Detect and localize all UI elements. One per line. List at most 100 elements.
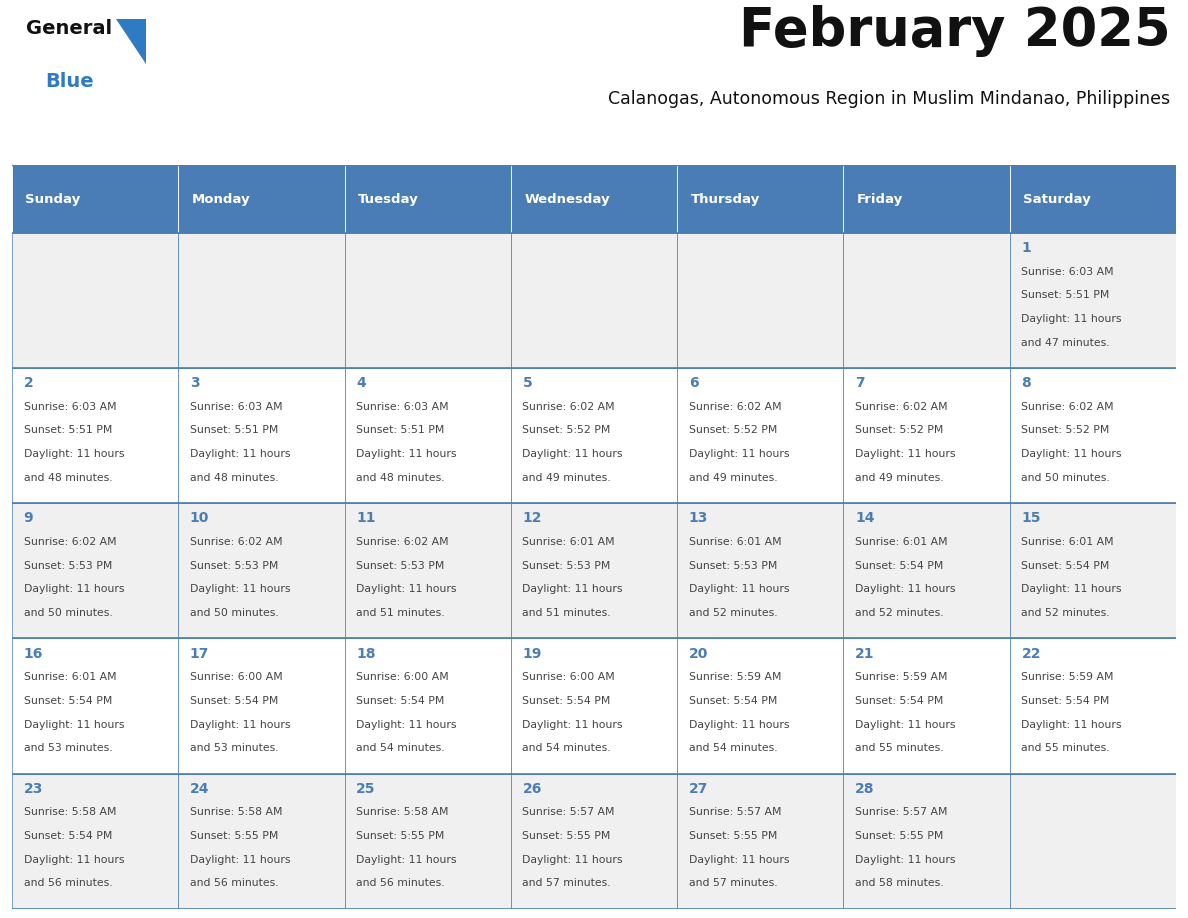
Text: Sunset: 5:54 PM: Sunset: 5:54 PM: [24, 831, 112, 841]
Text: 8: 8: [1022, 376, 1031, 390]
Bar: [345, 368, 511, 503]
Bar: [843, 165, 1010, 233]
Text: 12: 12: [523, 511, 542, 525]
Text: Sunset: 5:51 PM: Sunset: 5:51 PM: [356, 425, 444, 435]
Bar: [677, 368, 843, 503]
Text: 13: 13: [689, 511, 708, 525]
Text: Sunset: 5:55 PM: Sunset: 5:55 PM: [689, 831, 777, 841]
Text: 17: 17: [190, 646, 209, 661]
Text: and 55 minutes.: and 55 minutes.: [855, 744, 943, 753]
Text: and 48 minutes.: and 48 minutes.: [24, 473, 112, 483]
Bar: [1010, 638, 1176, 774]
Text: Sunrise: 5:58 AM: Sunrise: 5:58 AM: [356, 808, 449, 817]
Text: Sunset: 5:55 PM: Sunset: 5:55 PM: [855, 831, 943, 841]
Text: and 56 minutes.: and 56 minutes.: [190, 879, 278, 889]
Bar: [511, 165, 677, 233]
Text: 16: 16: [24, 646, 43, 661]
Text: Sunset: 5:54 PM: Sunset: 5:54 PM: [1022, 561, 1110, 571]
Text: and 56 minutes.: and 56 minutes.: [356, 879, 444, 889]
Text: Sunrise: 6:02 AM: Sunrise: 6:02 AM: [356, 537, 449, 547]
Text: Monday: Monday: [191, 193, 251, 206]
Text: Sunrise: 6:01 AM: Sunrise: 6:01 AM: [523, 537, 615, 547]
Text: and 52 minutes.: and 52 minutes.: [689, 608, 777, 618]
Text: Sunset: 5:51 PM: Sunset: 5:51 PM: [24, 425, 112, 435]
Text: February 2025: February 2025: [739, 5, 1170, 57]
Bar: [677, 165, 843, 233]
Text: Sunset: 5:52 PM: Sunset: 5:52 PM: [1022, 425, 1110, 435]
Polygon shape: [116, 19, 146, 64]
Text: Sunrise: 6:03 AM: Sunrise: 6:03 AM: [356, 402, 449, 412]
Bar: [345, 233, 511, 368]
Text: Sunrise: 6:02 AM: Sunrise: 6:02 AM: [523, 402, 615, 412]
Bar: [511, 638, 677, 774]
Text: Daylight: 11 hours: Daylight: 11 hours: [24, 449, 124, 459]
Bar: [12, 638, 178, 774]
Text: Sunrise: 6:01 AM: Sunrise: 6:01 AM: [855, 537, 948, 547]
Text: Daylight: 11 hours: Daylight: 11 hours: [356, 855, 456, 865]
Bar: [12, 233, 178, 368]
Bar: [511, 774, 677, 909]
Text: and 55 minutes.: and 55 minutes.: [1022, 744, 1110, 753]
Bar: [843, 774, 1010, 909]
Bar: [677, 503, 843, 638]
Text: Sunset: 5:55 PM: Sunset: 5:55 PM: [356, 831, 444, 841]
Text: Daylight: 11 hours: Daylight: 11 hours: [855, 449, 955, 459]
Text: Thursday: Thursday: [690, 193, 759, 206]
Text: Sunset: 5:53 PM: Sunset: 5:53 PM: [689, 561, 777, 571]
Bar: [511, 233, 677, 368]
Text: Daylight: 11 hours: Daylight: 11 hours: [190, 585, 290, 594]
Text: Daylight: 11 hours: Daylight: 11 hours: [1022, 449, 1121, 459]
Text: Daylight: 11 hours: Daylight: 11 hours: [190, 449, 290, 459]
Text: General: General: [26, 19, 112, 39]
Text: and 49 minutes.: and 49 minutes.: [689, 473, 777, 483]
Text: Sunrise: 6:02 AM: Sunrise: 6:02 AM: [190, 537, 283, 547]
Text: Daylight: 11 hours: Daylight: 11 hours: [523, 449, 623, 459]
Bar: [677, 638, 843, 774]
Text: Sunset: 5:55 PM: Sunset: 5:55 PM: [190, 831, 278, 841]
Text: Blue: Blue: [45, 73, 94, 91]
Text: Sunset: 5:54 PM: Sunset: 5:54 PM: [855, 696, 943, 706]
Text: Sunrise: 6:00 AM: Sunrise: 6:00 AM: [190, 672, 283, 682]
Text: and 57 minutes.: and 57 minutes.: [689, 879, 777, 889]
Text: Wednesday: Wednesday: [524, 193, 609, 206]
Text: Sunrise: 5:59 AM: Sunrise: 5:59 AM: [689, 672, 782, 682]
Text: Sunrise: 6:03 AM: Sunrise: 6:03 AM: [1022, 266, 1114, 276]
Text: Sunset: 5:51 PM: Sunset: 5:51 PM: [190, 425, 278, 435]
Text: Sunset: 5:54 PM: Sunset: 5:54 PM: [24, 696, 112, 706]
Text: and 53 minutes.: and 53 minutes.: [24, 744, 112, 753]
Text: Friday: Friday: [857, 193, 903, 206]
Text: Daylight: 11 hours: Daylight: 11 hours: [689, 585, 789, 594]
Bar: [843, 638, 1010, 774]
Text: Sunrise: 5:58 AM: Sunrise: 5:58 AM: [24, 808, 116, 817]
Text: 11: 11: [356, 511, 375, 525]
Text: 5: 5: [523, 376, 532, 390]
Text: Sunrise: 6:01 AM: Sunrise: 6:01 AM: [1022, 537, 1114, 547]
Text: Saturday: Saturday: [1023, 193, 1091, 206]
Bar: [345, 503, 511, 638]
Text: Daylight: 11 hours: Daylight: 11 hours: [689, 855, 789, 865]
Bar: [345, 165, 511, 233]
Text: Sunrise: 6:03 AM: Sunrise: 6:03 AM: [24, 402, 116, 412]
Text: Sunrise: 6:01 AM: Sunrise: 6:01 AM: [24, 672, 116, 682]
Text: Daylight: 11 hours: Daylight: 11 hours: [190, 855, 290, 865]
Bar: [1010, 165, 1176, 233]
Bar: [677, 774, 843, 909]
Bar: [843, 368, 1010, 503]
Text: Sunset: 5:53 PM: Sunset: 5:53 PM: [24, 561, 112, 571]
Text: Sunrise: 5:57 AM: Sunrise: 5:57 AM: [855, 808, 948, 817]
Text: 26: 26: [523, 782, 542, 796]
Bar: [178, 233, 345, 368]
Text: Sunrise: 6:02 AM: Sunrise: 6:02 AM: [855, 402, 948, 412]
Bar: [12, 368, 178, 503]
Text: and 53 minutes.: and 53 minutes.: [190, 744, 278, 753]
Text: 22: 22: [1022, 646, 1041, 661]
Text: Sunrise: 6:00 AM: Sunrise: 6:00 AM: [356, 672, 449, 682]
Bar: [178, 503, 345, 638]
Text: and 58 minutes.: and 58 minutes.: [855, 879, 943, 889]
Text: 14: 14: [855, 511, 874, 525]
Bar: [511, 503, 677, 638]
Bar: [178, 774, 345, 909]
Text: Daylight: 11 hours: Daylight: 11 hours: [523, 720, 623, 730]
Text: Daylight: 11 hours: Daylight: 11 hours: [855, 585, 955, 594]
Text: 25: 25: [356, 782, 375, 796]
